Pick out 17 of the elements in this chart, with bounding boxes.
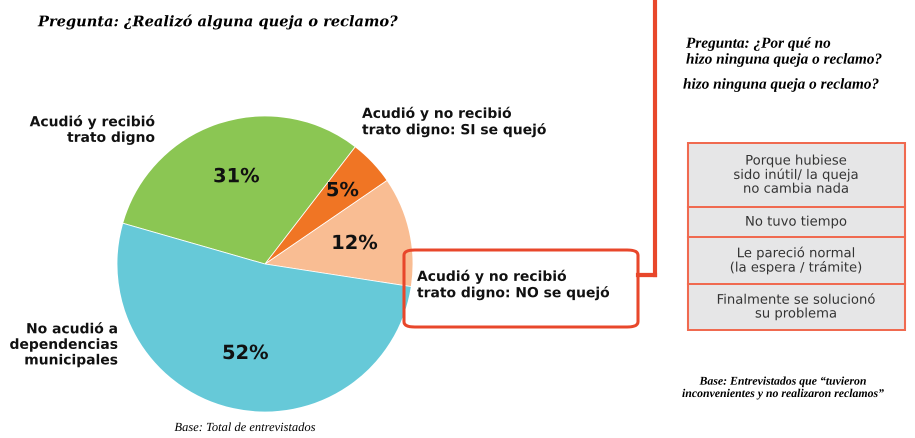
slice-label: Acudió y recibió trato digno: [30, 115, 154, 145]
slice-label: No acudió a dependencias municipales: [10, 322, 118, 368]
chart-title: Pregunta: ¿Realizó alguna queja o reclamo?: [38, 14, 398, 30]
data-label: 12%: [333, 234, 378, 250]
text: Pregunta: ¿Por qué no hizo ninguna queja o reclamo?: [686, 37, 882, 67]
data-label: 31%: [214, 168, 259, 182]
data-label: 5%: [327, 182, 358, 196]
text: hizo ninguna queja o reclamo?: [683, 78, 879, 92]
text: No tuvo tiempo: [746, 216, 846, 228]
slice-label: Acudió y no recibió trato digno: NO se quejó: [417, 270, 610, 300]
text: Le pareció normal (la espera / trámite): [730, 246, 862, 274]
text: Base: Entrevistados que “tuvieron inconvenientes y no realizaron reclamos”: [682, 376, 884, 400]
data-label: 52%: [224, 344, 268, 360]
text: Finalmente se solucionó su problema: [718, 293, 875, 320]
slice-label: Acudió y no recibió trato digno: SI se quejó: [362, 106, 546, 138]
text: Base: Total de entrevistados: [174, 422, 316, 432]
text: Porque hubiese sido inútil/ la queja no cambia nada: [734, 154, 858, 193]
